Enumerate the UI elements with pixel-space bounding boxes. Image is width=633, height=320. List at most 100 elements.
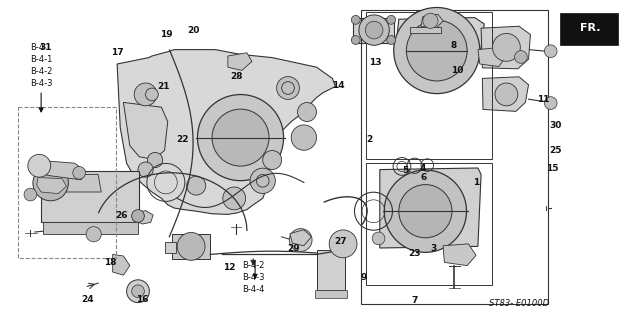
Circle shape: [282, 82, 294, 94]
Bar: [366, 12, 492, 159]
Circle shape: [492, 33, 520, 61]
Bar: [316, 250, 345, 290]
Text: ST83- E0100D: ST83- E0100D: [489, 300, 549, 308]
Circle shape: [289, 228, 312, 252]
Circle shape: [263, 150, 282, 170]
Text: 16: 16: [136, 295, 149, 304]
Polygon shape: [421, 14, 443, 29]
Text: 15: 15: [546, 164, 558, 173]
Circle shape: [73, 166, 85, 179]
Polygon shape: [478, 47, 506, 67]
Bar: [41, 171, 139, 222]
Polygon shape: [380, 168, 481, 248]
Circle shape: [132, 285, 144, 298]
Text: 17: 17: [111, 48, 123, 57]
Bar: [366, 163, 492, 285]
Circle shape: [33, 165, 68, 201]
Circle shape: [134, 83, 157, 106]
Circle shape: [24, 188, 37, 201]
Circle shape: [223, 187, 246, 210]
Polygon shape: [35, 160, 85, 180]
Bar: [361, 10, 548, 304]
Text: 18: 18: [104, 258, 117, 267]
Circle shape: [365, 21, 383, 39]
Circle shape: [406, 20, 467, 81]
Circle shape: [329, 230, 357, 258]
Text: B-4-1: B-4-1: [30, 55, 53, 64]
Text: 1: 1: [473, 178, 479, 187]
Text: 20: 20: [187, 26, 199, 35]
Text: 14: 14: [332, 81, 345, 90]
Polygon shape: [396, 18, 484, 83]
Circle shape: [187, 176, 206, 195]
Circle shape: [423, 13, 438, 28]
Text: 10: 10: [451, 66, 464, 75]
Polygon shape: [113, 254, 130, 275]
Text: 22: 22: [176, 135, 189, 144]
Text: 2: 2: [366, 135, 372, 144]
Polygon shape: [228, 53, 252, 70]
Text: B-4-4: B-4-4: [242, 285, 265, 294]
Text: 12: 12: [223, 263, 235, 272]
Circle shape: [177, 232, 205, 260]
Circle shape: [127, 280, 149, 303]
Circle shape: [387, 36, 396, 44]
Text: 24: 24: [81, 295, 94, 304]
Text: 9: 9: [361, 273, 367, 282]
Circle shape: [544, 45, 557, 58]
Polygon shape: [443, 244, 476, 266]
Circle shape: [387, 15, 396, 24]
Circle shape: [495, 83, 518, 106]
Text: 8: 8: [450, 41, 456, 50]
Circle shape: [212, 109, 269, 166]
Text: B-4-2: B-4-2: [30, 67, 53, 76]
Text: 4: 4: [420, 164, 426, 173]
Circle shape: [28, 154, 51, 177]
Text: 5: 5: [402, 166, 408, 175]
Circle shape: [359, 15, 389, 45]
Text: 28: 28: [230, 72, 242, 81]
Polygon shape: [481, 26, 530, 69]
Text: 30: 30: [549, 121, 562, 130]
Text: 21: 21: [157, 82, 170, 91]
Bar: [18, 107, 116, 258]
Circle shape: [132, 210, 144, 222]
Polygon shape: [290, 230, 311, 246]
Circle shape: [544, 97, 557, 109]
Polygon shape: [117, 50, 335, 214]
Text: 29: 29: [287, 244, 299, 253]
Text: FR.: FR.: [580, 23, 600, 33]
Circle shape: [515, 51, 527, 63]
Circle shape: [86, 227, 101, 242]
Text: 25: 25: [549, 146, 562, 155]
Bar: [43, 222, 138, 234]
Text: 7: 7: [411, 296, 418, 305]
Text: B-4-3: B-4-3: [242, 273, 265, 282]
Circle shape: [384, 170, 467, 252]
Circle shape: [351, 36, 360, 44]
Text: 6: 6: [421, 173, 427, 182]
Bar: [410, 27, 441, 33]
Bar: [353, 18, 394, 43]
Text: 13: 13: [369, 58, 382, 67]
Text: 19: 19: [160, 30, 172, 39]
Bar: [560, 13, 618, 45]
Polygon shape: [482, 77, 529, 111]
Text: 26: 26: [115, 211, 128, 220]
Circle shape: [394, 7, 480, 94]
Circle shape: [256, 174, 269, 187]
Text: 27: 27: [334, 237, 347, 246]
Polygon shape: [123, 102, 168, 158]
Circle shape: [372, 232, 385, 245]
Circle shape: [250, 168, 275, 194]
Polygon shape: [37, 178, 66, 194]
Circle shape: [197, 94, 284, 181]
Text: 31: 31: [39, 43, 52, 52]
Text: 11: 11: [537, 95, 549, 104]
Text: B-4-2: B-4-2: [242, 261, 265, 270]
Polygon shape: [51, 174, 101, 192]
Circle shape: [147, 152, 163, 168]
Text: B-4: B-4: [30, 43, 44, 52]
Circle shape: [291, 125, 316, 150]
Circle shape: [138, 162, 153, 177]
